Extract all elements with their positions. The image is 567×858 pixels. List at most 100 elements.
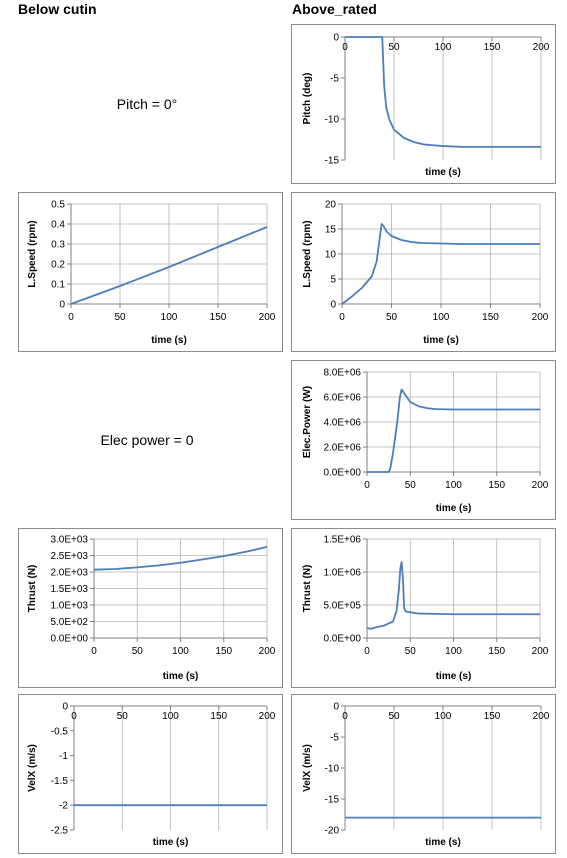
column-header-below-cutin: Below cutin: [18, 1, 97, 17]
y-tick-label: -2.5: [51, 826, 69, 837]
x-axis-title: time (s): [436, 503, 472, 514]
x-tick-label: 200: [533, 42, 550, 53]
x-tick-label: 150: [484, 711, 501, 722]
x-tick-label: 100: [445, 480, 462, 491]
x-axis-title: time (s): [423, 335, 459, 346]
y-tick-label: 6.0E+06: [323, 393, 361, 404]
x-tick-label: 200: [532, 480, 549, 491]
x-tick-label: 150: [488, 480, 505, 491]
y-tick-label: 4.0E+06: [323, 418, 361, 429]
x-tick-label: 150: [484, 42, 501, 53]
chart-svg: 0 -5 -10 -15 0 50 100 150 200 time (s) Pitch (deg): [302, 33, 550, 179]
y-tick-label: 3.0E+03: [50, 535, 88, 546]
series-line: [345, 36, 541, 148]
y-tick-label: 0: [330, 300, 336, 311]
y-tick-label: -10: [325, 115, 340, 126]
x-tick-label: 100: [161, 312, 178, 323]
x-axis-title: time (s): [163, 671, 199, 682]
y-tick-label: -15: [325, 795, 340, 806]
chart-panel-pitch-above-rated: 0 -5 -10 -15 0 50 100 150 200 time (s) Pitch (deg): [291, 24, 556, 184]
y-tick-label: 0: [333, 33, 339, 44]
x-tick-label: 150: [482, 312, 499, 323]
series-line: [366, 561, 540, 630]
x-tick-label: 100: [433, 312, 450, 323]
y-tick-label: 20: [325, 200, 337, 211]
y-axis-title: L.Speed (rpm): [27, 220, 38, 287]
x-tick-label: 150: [488, 646, 505, 657]
y-axis-title: Thrust (N): [302, 565, 313, 613]
y-tick-label: -15: [325, 156, 340, 167]
y-tick-label: 0.1: [51, 280, 65, 291]
x-tick-label: 100: [172, 646, 189, 657]
x-tick-label: 200: [259, 312, 276, 323]
chart-panel-power-above-rated: 0.0E+00 2.0E+06 4.0E+06 6.0E+06 8.0E+06 0 50 10…: [291, 360, 556, 520]
x-tick-label: 0: [342, 42, 348, 53]
y-tick-label: 0.0E+00: [323, 634, 361, 645]
x-tick-label: 50: [114, 312, 126, 323]
x-tick-label: 50: [132, 646, 144, 657]
x-tick-label: 150: [210, 312, 227, 323]
y-tick-label: 1.0E+03: [50, 601, 88, 612]
y-tick-label: 0.0E+00: [50, 634, 88, 645]
y-axis-title: L.Speed (rpm): [302, 220, 313, 287]
x-tick-label: 100: [435, 711, 452, 722]
x-tick-label: 200: [259, 711, 276, 722]
y-tick-label: 0.5: [51, 200, 65, 211]
y-axis-title: Thrust (N): [27, 565, 38, 613]
y-tick-label: 0: [62, 702, 68, 713]
x-tick-label: 100: [435, 42, 452, 53]
y-tick-label: 0.4: [51, 220, 65, 231]
chart-svg: 0.0E+00 2.0E+06 4.0E+06 6.0E+06 8.0E+06 0 50 10…: [302, 368, 549, 515]
pitch-note: Pitch = 0°: [116, 96, 178, 112]
y-tick-label: 1.0E+06: [323, 568, 361, 579]
x-tick-label: 100: [162, 711, 179, 722]
y-tick-label: -5: [330, 733, 339, 744]
y-tick-label: -1: [59, 751, 68, 762]
y-tick-label: 0: [333, 702, 339, 713]
x-tick-label: 200: [532, 646, 549, 657]
y-tick-label: 15: [325, 225, 337, 236]
column-header-above-rated: Above_rated: [292, 1, 377, 17]
chart-panel-thrust-below-cutin: 0.0E+00 5.0E+02 1.0E+03 1.5E+03 2.0E+03 2.5E+…: [18, 528, 283, 688]
x-axis-title: time (s): [425, 167, 461, 178]
chart-panel-lspeed-above-rated: 0 5 10 15 20 0 50 100 150 200 time (s) L.Speed (rpm…: [291, 192, 556, 352]
y-axis-title: Elec.Power (W): [302, 386, 313, 458]
y-tick-label: -5: [330, 74, 339, 85]
x-tick-label: 150: [210, 711, 227, 722]
x-tick-label: 50: [388, 42, 400, 53]
y-tick-label: 2.5E+03: [50, 551, 88, 562]
y-tick-label: 5: [330, 275, 336, 286]
y-tick-label: 2.0E+06: [323, 443, 361, 454]
series-line: [70, 226, 268, 305]
y-tick-label: 0: [59, 300, 65, 311]
x-tick-label: 50: [405, 646, 417, 657]
y-tick-label: 2.0E+03: [50, 568, 88, 579]
y-tick-label: -20: [325, 826, 340, 837]
elec-power-note: Elec power = 0: [100, 432, 194, 448]
y-tick-label: 8.0E+06: [323, 368, 361, 379]
y-tick-label: -2: [59, 801, 68, 812]
x-axis-title: time (s): [425, 837, 461, 848]
x-tick-label: 100: [445, 646, 462, 657]
chart-svg: 0.0E+00 5.0E+05 1.0E+06 1.5E+06 0 50 100 150 200…: [302, 535, 549, 683]
x-tick-label: 50: [388, 711, 400, 722]
x-tick-label: 0: [364, 480, 370, 491]
x-tick-label: 0: [339, 312, 345, 323]
y-tick-label: 1.5E+03: [50, 584, 88, 595]
x-axis-title: time (s): [153, 837, 189, 848]
y-tick-label: -1.5: [51, 776, 69, 787]
chart-panel-thrust-above-rated: 0.0E+00 5.0E+05 1.0E+06 1.5E+06 0 50 100 150 200…: [291, 528, 556, 688]
x-tick-label: 200: [532, 312, 549, 323]
y-tick-label: 5.0E+05: [323, 601, 361, 612]
y-axis-title: Pitch (deg): [302, 73, 313, 125]
chart-panel-lspeed-below-cutin: 0 0.1 0.2 0.3 0.4 0.5 0 50 100 150 200 time (s) L.Sp…: [18, 192, 283, 352]
y-tick-label: -0.5: [51, 726, 69, 737]
x-tick-label: 50: [405, 480, 417, 491]
y-tick-label: 0.2: [51, 260, 65, 271]
y-axis-title: VelX (m/s): [302, 744, 313, 792]
x-tick-label: 0: [71, 711, 77, 722]
x-tick-label: 0: [342, 711, 348, 722]
